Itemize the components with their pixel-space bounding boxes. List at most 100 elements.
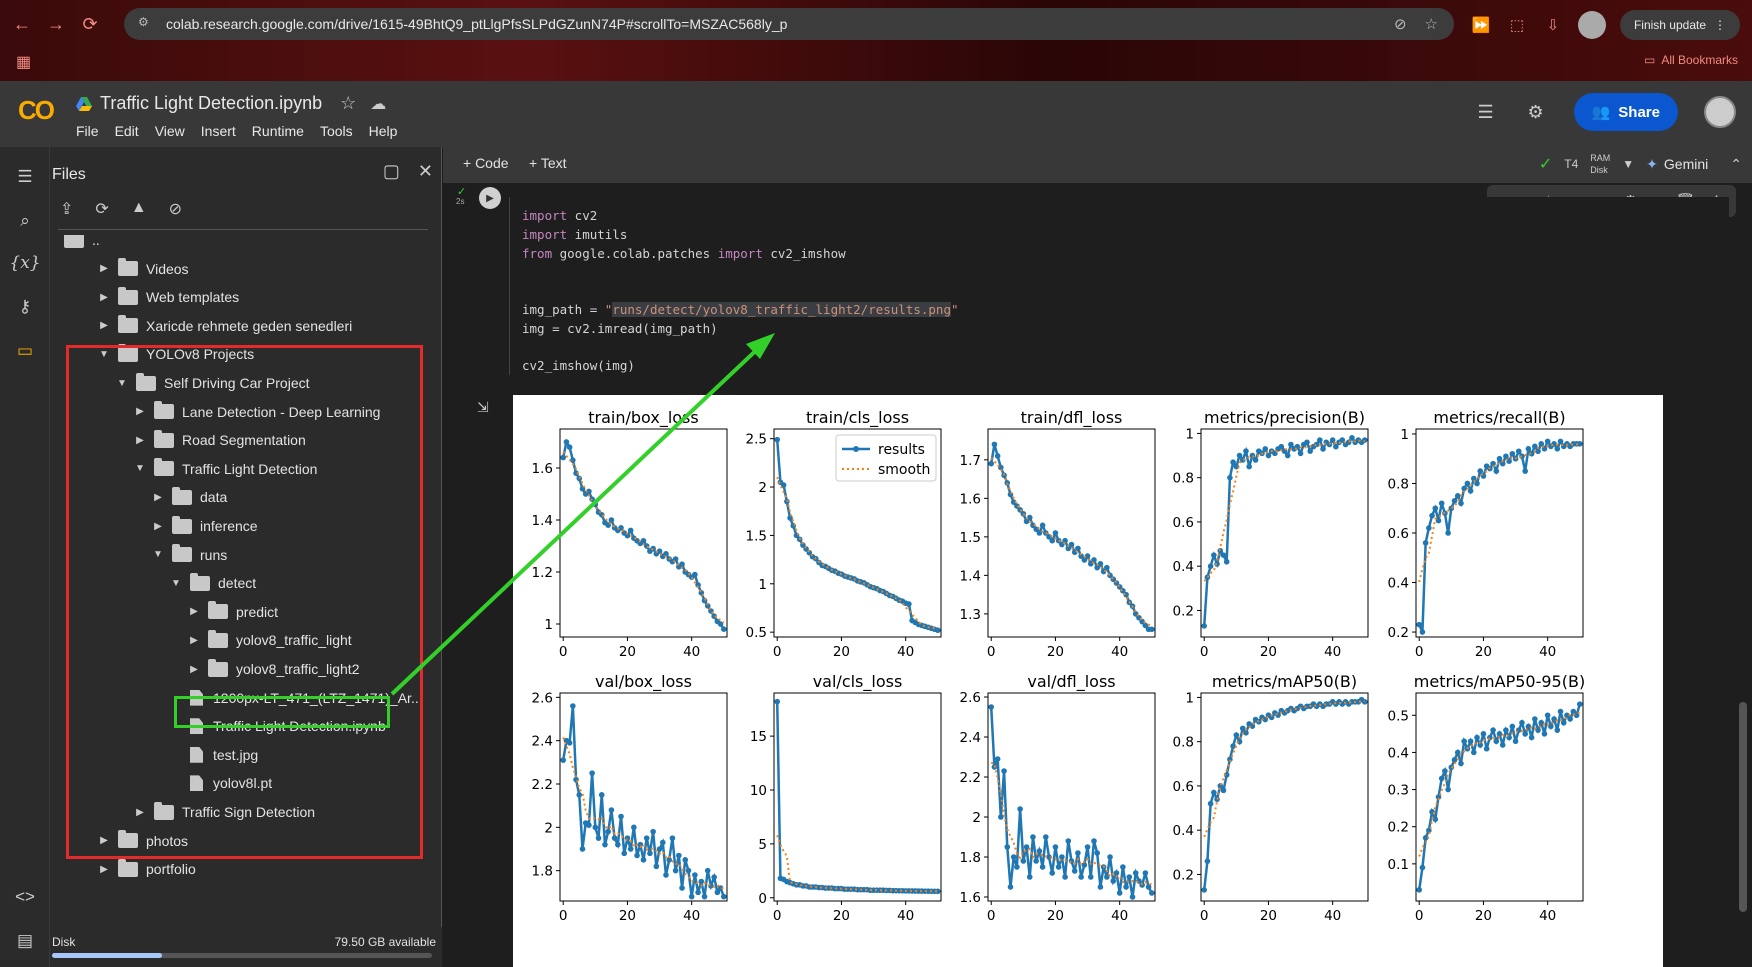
caret-down-icon[interactable]: ▼ xyxy=(135,463,145,475)
output-actions-icon[interactable]: ⇲ xyxy=(477,399,489,415)
subplot: metrics/recall(B) 0.2 0.4 0.6 0.8 1 0 20 40 xyxy=(1388,408,1584,660)
variables-icon[interactable]: {x} xyxy=(9,253,41,273)
caret-right-icon[interactable]: ▶ xyxy=(136,806,144,818)
upload-icon[interactable]: ⇪ xyxy=(60,201,74,218)
colab-logo[interactable]: CO xyxy=(18,95,55,125)
terminal-icon[interactable]: ▤ xyxy=(16,931,34,950)
caret-right-icon[interactable]: ▶ xyxy=(136,406,144,418)
notebook-title[interactable]: Traffic Light Detection.ipynb xyxy=(100,93,323,113)
settings-gear-icon[interactable]: ⚙ xyxy=(1527,101,1544,122)
extension-icon[interactable]: ⏩ xyxy=(1471,17,1491,34)
notebook-scrollbar[interactable] xyxy=(1739,702,1747,912)
profile-avatar[interactable] xyxy=(1577,11,1606,39)
folder-item[interactable]: ▶ Traffic Sign Detection xyxy=(132,798,315,826)
star-icon[interactable]: ☆ xyxy=(340,93,357,113)
user-avatar[interactable] xyxy=(1704,96,1736,128)
open-in-tab-icon[interactable]: ▢ xyxy=(382,161,400,181)
secrets-key-icon[interactable]: ⚷ xyxy=(18,297,32,316)
gemini-button[interactable]: ✦ Gemini xyxy=(1646,156,1708,173)
share-button[interactable]: 👥 Share xyxy=(1573,93,1678,131)
all-bookmarks[interactable]: ▭ All Bookmarks xyxy=(1644,53,1738,67)
collapse-chevron-icon[interactable]: ⌃ xyxy=(1730,155,1742,172)
folder-item[interactable]: ▼ detect xyxy=(168,569,256,597)
caret-right-icon[interactable]: ▶ xyxy=(100,263,108,275)
folder-item[interactable]: ▶ portfolio xyxy=(96,855,196,883)
menu-file[interactable]: File xyxy=(76,123,99,139)
run-cell-button[interactable]: ▶ xyxy=(479,187,501,209)
mount-drive-icon[interactable]: ▲ xyxy=(130,199,147,216)
caret-right-icon[interactable]: ▶ xyxy=(154,520,162,532)
folder-item[interactable]: ▼ runs xyxy=(150,541,227,569)
data-point xyxy=(1461,738,1467,745)
code-snippets-icon[interactable]: <> xyxy=(15,887,35,906)
hide-files-icon[interactable]: ⊘ xyxy=(168,201,183,218)
folder-item[interactable]: ▶ inference xyxy=(150,512,258,540)
add-code-button[interactable]: + Code xyxy=(463,155,509,171)
subplot: val/dfl_loss 1.6 1.8 2 2.2 2.4 2.6 0 20 40 xyxy=(960,672,1156,924)
menu-tools[interactable]: Tools xyxy=(319,123,353,139)
folder-item[interactable]: ▼ Traffic Light Detection xyxy=(132,455,317,483)
caret-right-icon[interactable]: ▶ xyxy=(100,291,108,303)
menu-insert[interactable]: Insert xyxy=(200,123,236,139)
data-point xyxy=(1464,480,1471,487)
caret-down-icon[interactable]: ▼ xyxy=(171,577,181,589)
eye-off-icon[interactable]: ⊘ xyxy=(1393,16,1407,33)
site-info-icon[interactable]: ⚙ xyxy=(138,15,149,29)
menu-edit[interactable]: Edit xyxy=(114,123,139,139)
menu-runtime[interactable]: Runtime xyxy=(251,123,304,139)
add-text-button[interactable]: + Text xyxy=(529,155,567,171)
table-of-contents-icon[interactable]: ☰ xyxy=(17,167,33,186)
download-icon[interactable]: ⇩ xyxy=(1546,17,1560,34)
file-item[interactable]: yolov8l.pt xyxy=(168,769,272,797)
data-point xyxy=(1039,864,1046,870)
folder-item[interactable]: ▶ predict xyxy=(186,598,278,626)
x-tick-label: 40 xyxy=(1539,908,1556,924)
folder-item[interactable]: ▶ yolov8_traffic_light2 xyxy=(186,655,359,683)
caret-right-icon[interactable]: ▶ xyxy=(154,491,162,503)
puzzle-icon[interactable]: ⬚ xyxy=(1509,17,1525,34)
folder-item[interactable]: ▼ YOLOv8 Projects xyxy=(96,340,254,368)
folder-item[interactable]: ▶ Xaricde rehmete geden senedleri xyxy=(96,312,352,340)
cloud-icon[interactable]: ☁ xyxy=(370,95,387,113)
data-point xyxy=(1026,874,1033,880)
finish-update-button[interactable]: Finish update ⋮ xyxy=(1619,10,1740,40)
folder-item[interactable]: ▶ Road Segmentation xyxy=(132,426,306,454)
folder-item[interactable]: ▶ Lane Detection - Deep Learning xyxy=(132,398,380,426)
back-icon[interactable]: ← xyxy=(13,13,31,34)
caret-right-icon[interactable]: ▶ xyxy=(190,663,198,675)
caret-right-icon[interactable]: ▶ xyxy=(100,320,108,332)
bookmark-star-icon[interactable]: ☆ xyxy=(1424,16,1438,33)
code-editor[interactable]: import cv2 import imutils from google.cola… xyxy=(509,197,1729,375)
comments-icon[interactable]: ☰ xyxy=(1477,101,1494,122)
caret-right-icon[interactable]: ▶ xyxy=(136,434,144,446)
folder-item[interactable]: ▶ yolov8_traffic_light xyxy=(186,626,352,654)
data-point xyxy=(1062,874,1068,880)
runtime-dropdown-icon[interactable]: ▼ xyxy=(1622,157,1635,171)
resource-meter[interactable]: RAM Disk xyxy=(1590,152,1610,176)
caret-right-icon[interactable]: ▶ xyxy=(190,606,198,618)
folder-item[interactable]: ▶ Web templates xyxy=(96,283,239,311)
folder-item[interactable]: ▶ data xyxy=(150,483,227,511)
folder-item[interactable]: .. xyxy=(64,235,100,254)
menu-help[interactable]: Help xyxy=(368,123,398,139)
files-folder-icon[interactable]: ▭ xyxy=(16,341,34,360)
folder-item[interactable]: ▶ photos xyxy=(96,827,188,855)
close-icon[interactable]: ✕ xyxy=(417,161,433,181)
apps-grid-icon[interactable]: ▦ xyxy=(16,54,32,71)
caret-down-icon[interactable]: ▼ xyxy=(117,377,127,389)
reload-icon[interactable]: ⟳ xyxy=(82,13,98,34)
menu-view[interactable]: View xyxy=(154,123,185,139)
file-item[interactable]: test.jpg xyxy=(168,741,258,769)
caret-down-icon[interactable]: ▼ xyxy=(99,348,109,360)
caret-right-icon[interactable]: ▶ xyxy=(100,863,108,875)
data-point xyxy=(1233,732,1240,738)
address-bar[interactable]: ⚙ colab.research.google.com/drive/1615-4… xyxy=(124,8,1454,40)
caret-down-icon[interactable]: ▼ xyxy=(153,549,163,561)
search-icon[interactable]: ⌕ xyxy=(20,211,30,230)
refresh-icon[interactable]: ⟳ xyxy=(95,201,109,218)
folder-item[interactable]: ▼ Self Driving Car Project xyxy=(114,369,310,397)
caret-right-icon[interactable]: ▶ xyxy=(190,634,198,646)
forward-icon[interactable]: → xyxy=(47,13,65,34)
caret-right-icon[interactable]: ▶ xyxy=(100,835,108,847)
folder-item[interactable]: ▶ Videos xyxy=(96,255,189,283)
